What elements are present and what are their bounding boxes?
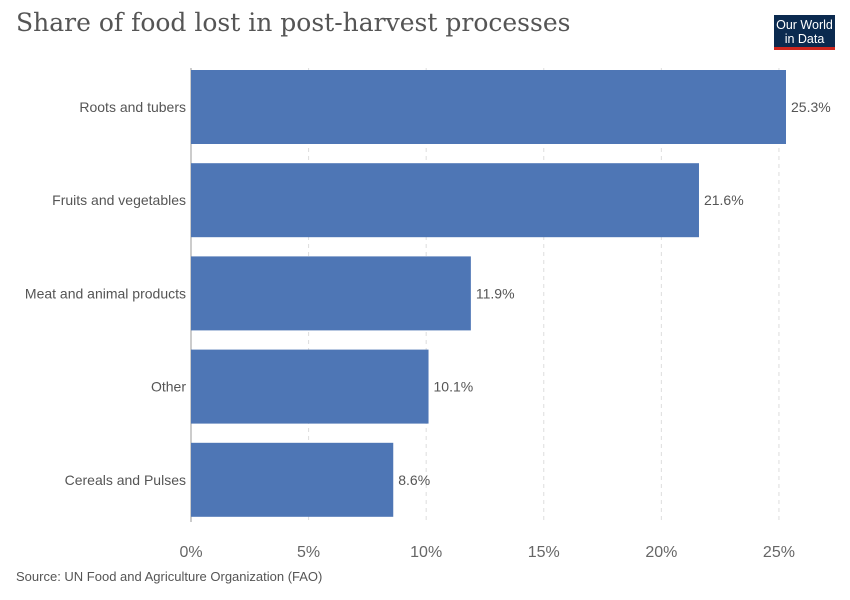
bar[interactable] <box>191 349 429 424</box>
source-note: Source: UN Food and Agriculture Organiza… <box>16 569 323 584</box>
category-label: Fruits and vegetables <box>52 192 186 208</box>
logo-accent-bar <box>774 47 835 50</box>
value-label: 10.1% <box>434 379 474 395</box>
value-label: 11.9% <box>476 285 515 301</box>
value-label: 8.6% <box>398 472 430 488</box>
bar[interactable] <box>191 256 471 331</box>
x-tick-label: 20% <box>645 544 677 561</box>
x-tick-label: 10% <box>410 544 442 561</box>
bars <box>191 70 786 517</box>
category-label: Cereals and Pulses <box>65 472 186 488</box>
x-tick-label: 25% <box>763 544 795 561</box>
x-tick-label: 0% <box>179 544 202 561</box>
value-label: 25.3% <box>791 99 831 115</box>
logo-line-1: Our World <box>776 18 833 32</box>
owid-logo[interactable]: Our World in Data <box>774 15 835 50</box>
logo-line-2: in Data <box>784 32 825 46</box>
chart-title: Share of food lost in post-harvest proce… <box>16 8 571 37</box>
category-label: Other <box>151 379 186 395</box>
bar[interactable] <box>191 442 394 517</box>
x-tick-label: 5% <box>297 544 320 561</box>
x-tick-label: 15% <box>528 544 560 561</box>
category-label: Roots and tubers <box>79 99 186 115</box>
bar[interactable] <box>191 163 699 238</box>
labels: 0% 5% 10% 15% 20% 25% Roots and tubers 25.3% Fru… <box>25 99 831 561</box>
bar[interactable] <box>191 70 786 144</box>
value-label: 21.6% <box>704 192 744 208</box>
category-label: Meat and animal products <box>25 285 186 301</box>
